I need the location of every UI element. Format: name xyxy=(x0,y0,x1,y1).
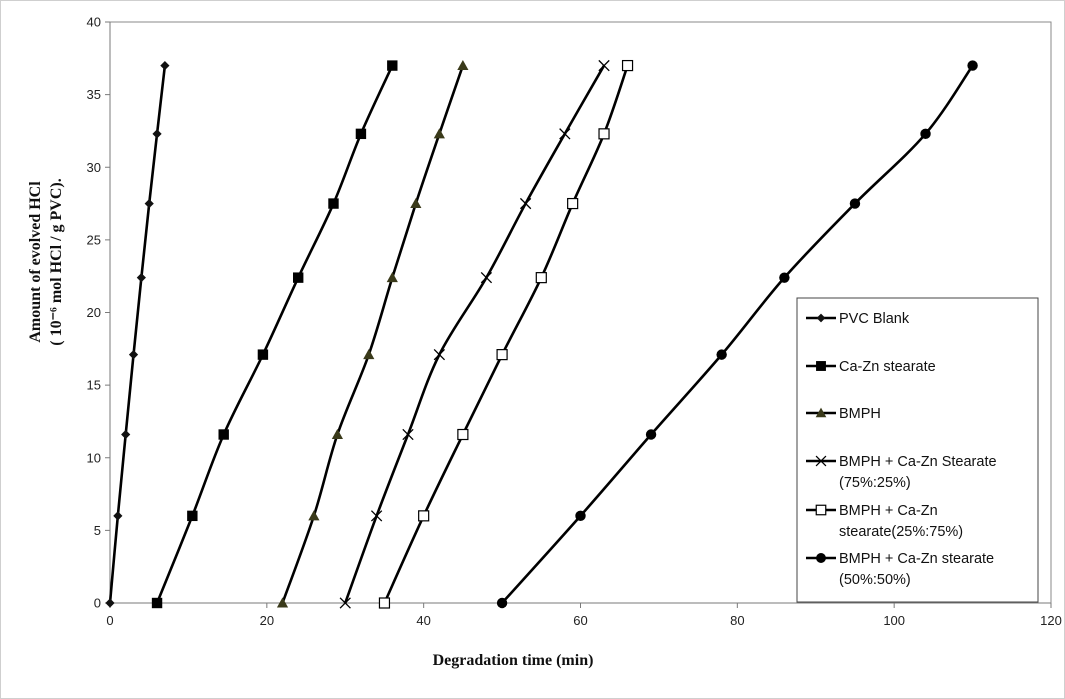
y-tick-label: 5 xyxy=(94,523,101,538)
y-tick-label: 40 xyxy=(87,15,101,30)
legend: PVC Blank Ca-Zn stearate BMPH BMPH + Ca-Zn … xyxy=(796,297,1039,603)
legend-marker xyxy=(816,361,826,371)
data-point-series-6 xyxy=(849,198,861,209)
legend-label: (75%:25%) xyxy=(839,475,911,491)
data-point-series-1 xyxy=(144,198,154,209)
data-point-series-5 xyxy=(567,197,579,210)
data-point-series-1 xyxy=(160,60,170,71)
data-point-series-6 xyxy=(716,349,727,360)
data-point-series-3 xyxy=(433,128,445,139)
legend-marker xyxy=(815,407,827,418)
data-point-series-4 xyxy=(370,510,383,522)
data-point-series-6 xyxy=(967,60,978,71)
legend-label: BMPH + Ca-Zn stearate xyxy=(839,551,994,567)
data-point-series-4 xyxy=(339,597,351,609)
series-line-6 xyxy=(501,64,974,604)
x-tick-label: 100 xyxy=(883,613,905,628)
data-point-series-2 xyxy=(151,597,163,609)
y-tick-label: 30 xyxy=(87,160,101,175)
data-point-series-1 xyxy=(105,598,115,608)
data-point-series-4 xyxy=(402,428,414,441)
plot-axes xyxy=(105,21,1052,608)
data-point-series-4 xyxy=(598,59,610,72)
x-axis-title: Degradation time (min) xyxy=(433,652,594,669)
y-axis-title: Amount of evolved HCl xyxy=(27,181,44,343)
series-markers xyxy=(105,59,978,609)
x-tick-label: 120 xyxy=(1040,613,1062,628)
data-point-series-6 xyxy=(779,272,790,283)
data-point-series-3 xyxy=(363,349,375,360)
legend-label: (50%:50%) xyxy=(839,572,911,588)
data-point-series-3 xyxy=(276,597,289,608)
data-point-series-4 xyxy=(433,348,446,361)
y-tick-label: 25 xyxy=(87,232,101,247)
data-point-series-2 xyxy=(187,510,198,522)
data-point-series-5 xyxy=(496,349,508,361)
x-tick-label: 40 xyxy=(416,613,430,628)
data-point-series-4 xyxy=(480,271,493,284)
y-tick-label: 35 xyxy=(87,87,101,102)
data-point-series-1 xyxy=(113,511,123,521)
data-point-series-2 xyxy=(257,349,269,360)
data-point-series-5 xyxy=(457,428,469,441)
x-tick-label: 60 xyxy=(573,613,587,628)
y-axis-unit: ( 10⁻⁶ mol HCl / g PVC). xyxy=(48,178,65,345)
data-point-series-2 xyxy=(218,429,229,440)
legend-label: Ca-Zn stearate xyxy=(839,359,936,375)
series-line-5 xyxy=(383,65,629,604)
data-point-series-5 xyxy=(598,128,610,140)
legend-label: BMPH xyxy=(839,406,881,422)
data-point-series-3 xyxy=(410,197,422,209)
y-tick-label: 20 xyxy=(87,305,101,320)
y-tick-label: 10 xyxy=(87,450,101,465)
legend-label: stearate(25%:75%) xyxy=(839,524,963,540)
data-point-series-5 xyxy=(621,59,634,72)
data-point-series-4 xyxy=(519,197,532,210)
legend-marker xyxy=(815,504,827,516)
data-point-series-6 xyxy=(496,597,508,609)
data-point-series-2 xyxy=(293,272,304,283)
data-point-series-6 xyxy=(920,128,931,140)
x-tick-label: 0 xyxy=(106,613,113,628)
legend-label: BMPH + Ca-Zn Stearate xyxy=(839,454,997,470)
legend-label: BMPH + Ca-Zn xyxy=(839,503,938,519)
legend-label: PVC Blank xyxy=(839,311,910,327)
data-point-series-5 xyxy=(418,510,430,522)
data-point-series-1 xyxy=(152,129,162,139)
x-tick-label: 20 xyxy=(260,613,274,628)
legend-marker xyxy=(816,313,826,323)
data-point-series-3 xyxy=(386,272,398,283)
data-point-series-3 xyxy=(331,428,344,439)
series-line-3 xyxy=(281,65,465,604)
data-point-series-1 xyxy=(128,350,139,360)
data-point-series-2 xyxy=(355,128,367,140)
series-line-1 xyxy=(108,65,167,604)
data-point-series-6 xyxy=(645,429,657,440)
series-line-2 xyxy=(155,65,394,604)
legend-marker xyxy=(815,455,827,467)
data-point-series-5 xyxy=(378,597,391,609)
series-line-4 xyxy=(344,64,606,604)
data-point-series-6 xyxy=(575,510,586,522)
data-point-series-2 xyxy=(328,198,339,209)
data-point-series-2 xyxy=(387,60,398,71)
data-point-series-3 xyxy=(308,510,320,521)
legend-box xyxy=(796,297,1039,603)
x-tick-label: 80 xyxy=(730,613,744,628)
y-tick-label: 0 xyxy=(94,596,101,611)
data-point-series-1 xyxy=(121,429,131,440)
data-point-series-3 xyxy=(457,59,469,71)
data-point-series-1 xyxy=(136,273,146,283)
data-point-series-4 xyxy=(559,128,571,140)
tick-labels: 0 20 40 60 80 100 120 0 5 10 15 20 25 30 35 40 xyxy=(87,15,1062,629)
y-tick-label: 15 xyxy=(87,378,101,393)
legend-marker xyxy=(816,553,826,563)
data-point-series-5 xyxy=(535,272,547,284)
